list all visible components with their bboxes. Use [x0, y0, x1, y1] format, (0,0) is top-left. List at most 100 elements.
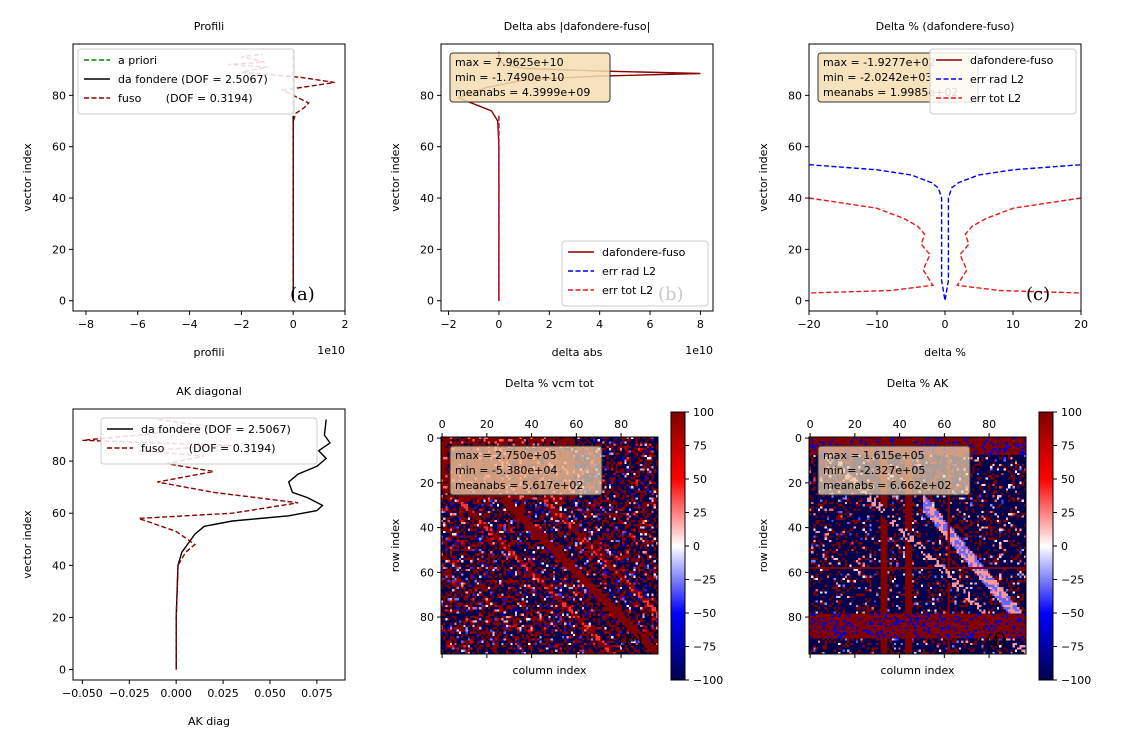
y-tick-label: 40 — [788, 522, 802, 535]
stats-line: meanabs = 5.617e+02 — [455, 479, 583, 492]
y-axis-label: row index — [389, 518, 402, 572]
colorbar-tick-label: −75 — [1061, 641, 1084, 654]
x-axis-label: column index — [880, 664, 955, 677]
x-tick-label: 4 — [596, 318, 603, 331]
x-tick-label: −4 — [181, 318, 197, 331]
y-tick-label: 20 — [420, 477, 434, 490]
y-tick-label: 20 — [420, 243, 434, 256]
y-axis-label: vector index — [757, 143, 770, 212]
series-line-2 — [809, 197, 934, 294]
x-exponent: 1e10 — [685, 344, 713, 357]
y-tick-label: 60 — [52, 507, 66, 520]
x-tick-label: −0.025 — [109, 687, 150, 700]
stats-box — [449, 52, 611, 103]
y-tick-label: 20 — [52, 611, 66, 624]
y-axis-label: vector index — [21, 143, 34, 212]
colorbar — [1038, 411, 1054, 681]
x-tick-label: 20 — [1074, 318, 1088, 331]
x-tick-label: 0.025 — [207, 687, 239, 700]
stats-line: meanabs = 6.662e+02 — [823, 479, 951, 492]
y-axis-label: vector index — [389, 143, 402, 212]
stats-line: min = -1.7490e+10 — [455, 71, 564, 84]
y-tick-label: 40 — [52, 559, 66, 572]
y-tick-label: 20 — [788, 477, 802, 490]
y-tick-label: 60 — [420, 566, 434, 579]
colorbar-tick-label: −50 — [693, 607, 716, 620]
stats-line: max = 2.750e+05 — [455, 449, 557, 462]
stats-line: min = -5.380e+04 — [455, 464, 557, 477]
y-tick-label: 40 — [52, 192, 66, 205]
stats-line: max = -1.9277e+02 — [823, 56, 936, 69]
y-tick-label: 80 — [788, 611, 802, 624]
series-group — [809, 164, 1081, 301]
panel-c: Delta % (dafondere-fuso) −20 −10 0 10 20 0 20 40… — [757, 20, 1088, 359]
x-axis-label: delta % — [924, 346, 966, 359]
panel-title: Delta % AK — [887, 377, 949, 390]
y-tick-label: 60 — [788, 141, 802, 154]
y-axis-label: row index — [757, 518, 770, 572]
colorbar-tick-label: 50 — [693, 473, 707, 486]
colorbar-tick-label: −100 — [693, 674, 723, 687]
x-exponent: 1e10 — [317, 344, 345, 357]
legend-entry: err rad L2 — [602, 265, 656, 278]
stats-box — [817, 445, 971, 496]
plot-frame — [808, 436, 1027, 655]
legend-entry: err tot L2 — [602, 284, 653, 297]
panel-title: Delta % vcm tot — [505, 377, 595, 390]
x-tick-label: 0.000 — [160, 687, 192, 700]
stats-line: max = 7.9625e+10 — [455, 56, 564, 69]
x-tick-label: −2 — [440, 318, 456, 331]
x-axis-label: profili — [193, 346, 224, 359]
colorbar-tick-label: 100 — [693, 406, 714, 419]
series-line-0 — [175, 419, 331, 670]
y-tick-label: 60 — [788, 566, 802, 579]
y-tick-label: 80 — [52, 89, 66, 102]
stats-box — [449, 445, 603, 496]
colorbar-tick-label: −100 — [1061, 674, 1091, 687]
x-tick-label: −20 — [797, 318, 820, 331]
colorbar-tick-label: 0 — [693, 540, 700, 553]
x-axis-label: column index — [512, 664, 587, 677]
legend-entry: err rad L2 — [970, 73, 1024, 86]
legend-box — [929, 48, 1077, 115]
y-tick-label: 60 — [420, 141, 434, 154]
stats-line: max = 1.615e+05 — [823, 449, 925, 462]
colorbar-tick-label: 0 — [1061, 540, 1068, 553]
legend-entry: fuso (DOF = 0.3194) — [141, 442, 276, 455]
y-tick-label: 80 — [788, 89, 802, 102]
legend-box — [100, 417, 318, 465]
plot-frame — [440, 43, 714, 312]
stats-line: meanabs = 1.9985e+02 — [823, 86, 958, 99]
x-tick-label: 40 — [893, 418, 907, 431]
panel-title: AK diagonal — [176, 385, 242, 398]
x-tick-label: −10 — [865, 318, 888, 331]
legend-entry: da fondere (DOF = 2.5067) — [118, 73, 268, 86]
plot-frame — [440, 436, 659, 655]
y-tick-label: 0 — [59, 664, 66, 677]
colorbar-tick-label: −75 — [693, 641, 716, 654]
x-tick-label: 10 — [1006, 318, 1020, 331]
plot-frame — [72, 43, 346, 312]
x-tick-label: 20 — [480, 418, 494, 431]
panel-f: Delta % AK 0 20 40 60 80 0 20 40 60 80 column index… — [757, 377, 1091, 687]
x-axis-label: delta abs — [552, 346, 603, 359]
x-tick-label: 6 — [647, 318, 654, 331]
y-tick-label: 0 — [795, 432, 802, 445]
legend-entry: fuso (DOF = 0.3194) — [118, 92, 253, 105]
x-tick-label: −8 — [78, 318, 94, 331]
x-tick-label: 0 — [290, 318, 297, 331]
panel-label: (f) — [986, 630, 1007, 651]
panel-e: Delta % vcm tot 0 20 40 60 80 0 20 40 60 80 column … — [389, 377, 723, 687]
y-tick-label: 20 — [788, 243, 802, 256]
y-tick-label: 40 — [420, 192, 434, 205]
y-axis-label: vector index — [21, 510, 34, 579]
x-tick-label: 2 — [546, 318, 553, 331]
panel-b: Delta abs |dafondere-fuso|−2 0 2 4 6 80204060… — [389, 20, 714, 359]
legend-entry: da fondere (DOF = 2.5067) — [141, 423, 291, 436]
colorbar — [670, 411, 686, 681]
panel-label: (e) — [618, 630, 643, 651]
x-tick-label: 40 — [525, 418, 539, 431]
series-line-1 — [809, 164, 1081, 301]
y-tick-label: 80 — [52, 455, 66, 468]
